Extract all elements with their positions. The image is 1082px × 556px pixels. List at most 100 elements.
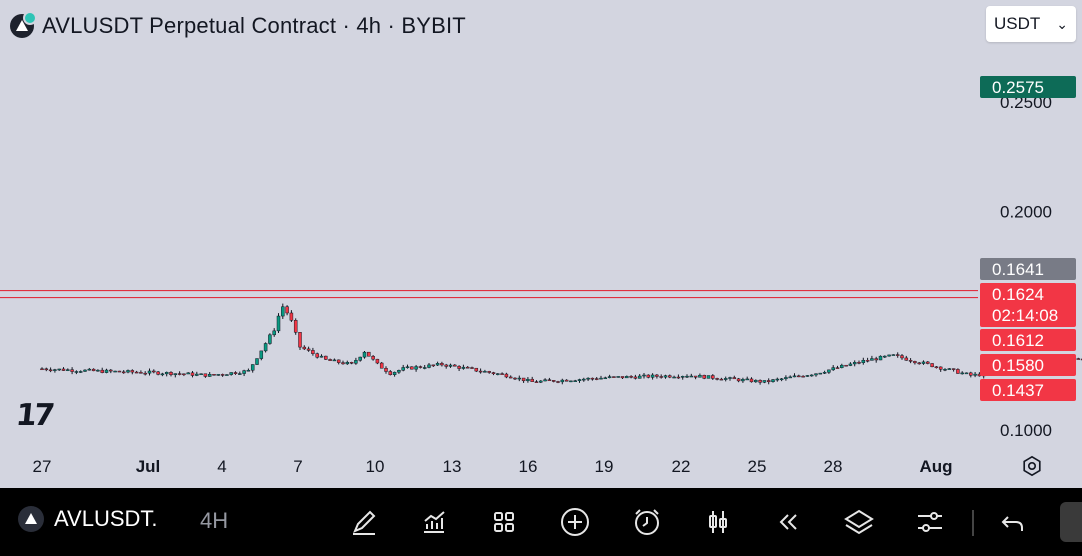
candle-body <box>797 375 801 378</box>
candle-body <box>44 368 49 371</box>
currency-select[interactable]: USDT ⌄ <box>986 6 1076 42</box>
candle-body <box>874 358 878 361</box>
candle-body <box>547 379 552 381</box>
candle-body <box>285 306 289 314</box>
candle-body <box>397 370 401 373</box>
candle-body <box>272 330 276 336</box>
current-price-label-box <box>980 258 1076 280</box>
candle-body <box>586 377 590 380</box>
settings-sliders-icon[interactable] <box>910 502 950 542</box>
candle-body <box>388 371 393 375</box>
candle-body <box>367 351 371 357</box>
candle-body <box>302 346 307 350</box>
candle-body <box>53 369 57 371</box>
candle-body <box>401 367 405 371</box>
candle-body <box>599 377 603 380</box>
layers-icon[interactable] <box>839 502 879 542</box>
candle-body <box>427 364 431 368</box>
candle-body <box>216 374 221 376</box>
candle-body <box>319 355 324 358</box>
candle-body <box>878 355 883 361</box>
layout-grid-icon[interactable] <box>484 502 524 542</box>
target-price-label-box <box>980 76 1076 98</box>
candle-body <box>238 373 242 375</box>
indicators-icon[interactable] <box>414 502 454 542</box>
candles-icon[interactable] <box>698 502 738 542</box>
candle-body <box>379 362 384 369</box>
gear-icon[interactable] <box>1020 454 1044 478</box>
candle-body <box>637 375 642 379</box>
candle-body <box>698 374 702 378</box>
candle-body <box>883 355 887 358</box>
candle-body <box>827 369 831 373</box>
candle-body <box>947 368 952 370</box>
candle-body <box>650 374 655 378</box>
candle-body <box>762 380 767 383</box>
candle-body <box>465 366 470 369</box>
undo-icon[interactable] <box>993 502 1033 542</box>
candle-body <box>676 376 681 379</box>
candle-body <box>792 375 797 378</box>
candle-body <box>754 379 758 383</box>
candle-body <box>504 373 509 378</box>
x-tick-label: 7 <box>293 457 302 476</box>
candle-body <box>306 348 311 351</box>
candle-body <box>470 367 474 369</box>
candle-body <box>375 358 380 364</box>
candle-body <box>723 378 728 380</box>
candle-body <box>582 378 586 381</box>
drawing-pen-icon[interactable] <box>344 502 384 542</box>
interval-button[interactable]: 4H <box>200 508 229 533</box>
candle-body <box>951 368 956 370</box>
candle-body <box>130 370 135 373</box>
candle-body <box>625 376 629 379</box>
candle-body <box>113 370 117 373</box>
candle-body <box>517 377 522 380</box>
add-icon[interactable] <box>555 502 595 542</box>
candle-body <box>870 358 874 361</box>
stop-price-label-box <box>980 379 1076 401</box>
candle-body <box>487 371 491 373</box>
alert-clock-icon[interactable] <box>627 502 667 542</box>
candle-body <box>109 369 113 372</box>
symbol-button[interactable]: AVLUSDT. <box>18 506 158 532</box>
candle-body <box>969 372 973 376</box>
replay-icon[interactable] <box>768 502 808 542</box>
candle-body <box>186 372 190 375</box>
candle-body <box>354 360 358 364</box>
candle-body <box>281 306 285 317</box>
y-tick-label: 0.1000 <box>1000 421 1052 440</box>
candle-body <box>930 363 934 368</box>
candle-body <box>349 362 354 364</box>
candle-body <box>336 359 341 363</box>
candle-body <box>40 368 44 371</box>
candle-body <box>521 377 526 382</box>
candle-body <box>453 364 457 367</box>
candle-body <box>474 367 479 372</box>
candle-body <box>384 368 388 372</box>
toolbar-symbol: AVLUSDT. <box>54 506 158 531</box>
candle-body <box>973 373 977 376</box>
candle-body <box>96 369 100 372</box>
candle-body <box>182 373 186 376</box>
candle-body <box>534 381 539 383</box>
countdown-label: 02:14:08 <box>992 306 1058 325</box>
candle-body <box>134 371 139 374</box>
toolbar-more-handle[interactable] <box>1060 502 1082 542</box>
candle-body <box>190 372 195 376</box>
candle-body <box>392 371 397 375</box>
x-tick-label: 22 <box>672 457 691 476</box>
candle-body <box>741 378 745 382</box>
candle-body <box>745 378 749 381</box>
current-price-label: 0.1641 <box>992 260 1044 279</box>
candle-body <box>775 378 780 381</box>
candle-body <box>758 379 762 383</box>
candle-body <box>938 366 943 370</box>
chart-area[interactable]: 0.2500 0.2000 0.1000 27 Jul 4 7 10 13 16 19 22 25 28 A… <box>0 0 1082 488</box>
candle-body <box>203 373 208 377</box>
candle-body <box>706 375 711 379</box>
stop-price-label: 0.1437 <box>992 381 1044 400</box>
candle-body <box>857 362 861 364</box>
candle-body <box>577 379 582 381</box>
